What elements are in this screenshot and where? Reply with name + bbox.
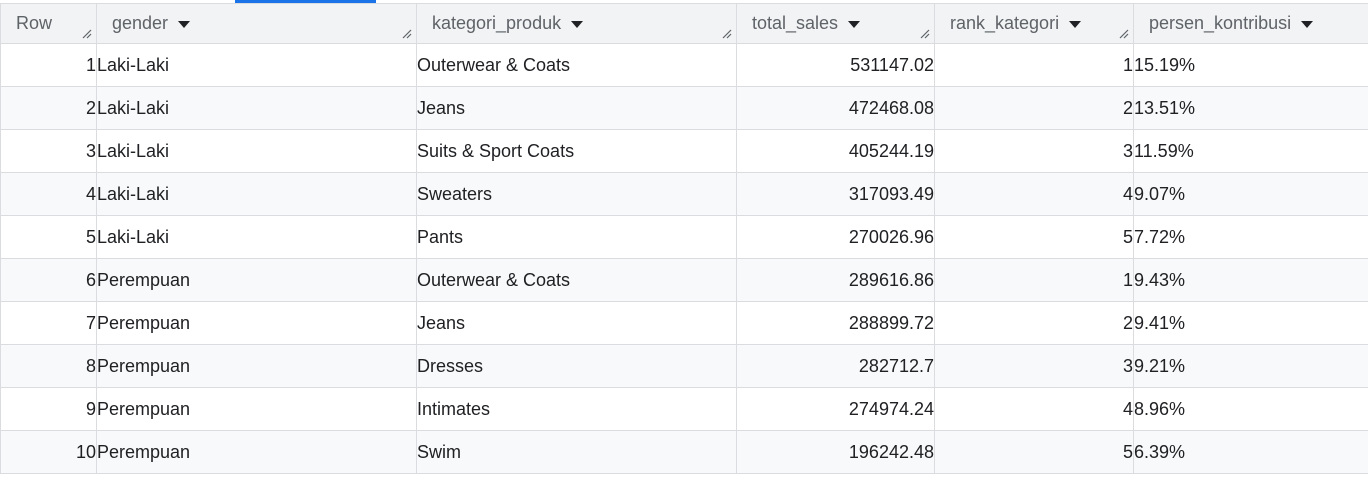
rank-kategori-cell: 1 [934,43,1134,87]
column-resize-icon[interactable] [1117,27,1129,39]
gender-cell: Perempuan [96,344,417,388]
gender-cell: Perempuan [96,387,417,431]
row-number-cell: 7 [0,301,97,345]
kategori-produk-cell: Pants [416,215,737,259]
column-header-kategori-produk[interactable]: kategori_produk [416,3,737,44]
kategori-produk-cell: Jeans [416,86,737,130]
row-number-cell: 6 [0,258,97,302]
rank-kategori-cell: 4 [934,172,1134,216]
header-row: Row gender kategori_produk [0,3,1368,44]
row-number-cell: 4 [0,172,97,216]
row-number-cell: 2 [0,86,97,130]
persen-kontribusi-cell: 15.19% [1133,43,1368,87]
kategori-produk-cell: Swim [416,430,737,474]
kategori-produk-cell: Suits & Sport Coats [416,129,737,173]
persen-kontribusi-cell: 7.72% [1133,215,1368,259]
column-resize-icon[interactable] [918,27,930,39]
gender-cell: Laki-Laki [96,215,417,259]
rank-kategori-cell: 3 [934,344,1134,388]
table-row: 5 Laki-Laki Pants 270026.96 5 7.72% [0,215,1368,259]
table-row: 2 Laki-Laki Jeans 472468.08 2 13.51% [0,86,1368,130]
total-sales-cell: 282712.7 [736,344,935,388]
row-number-cell: 10 [0,430,97,474]
column-resize-icon[interactable] [720,27,732,39]
rank-kategori-cell: 2 [934,86,1134,130]
sort-arrow-icon[interactable] [848,21,861,28]
total-sales-cell: 531147.02 [736,43,935,87]
row-number-cell: 5 [0,215,97,259]
table-row: 8 Perempuan Dresses 282712.7 3 9.21% [0,344,1368,388]
persen-kontribusi-cell: 11.59% [1133,129,1368,173]
sort-arrow-icon[interactable] [1069,21,1082,28]
column-header-persen-kontribusi[interactable]: persen_kontribusi [1133,3,1368,44]
column-header-gender[interactable]: gender [96,3,417,44]
column-header-label: persen_kontribusi [1149,13,1292,33]
rank-kategori-cell: 5 [934,215,1134,259]
row-number-cell: 9 [0,387,97,431]
total-sales-cell: 472468.08 [736,86,935,130]
rank-kategori-cell: 5 [934,430,1134,474]
gender-cell: Perempuan [96,301,417,345]
rank-kategori-cell: 4 [934,387,1134,431]
total-sales-cell: 196242.48 [736,430,935,474]
column-header-rank-kategori[interactable]: rank_kategori [934,3,1134,44]
row-number-cell: 1 [0,43,97,87]
column-header-label: Row [16,13,53,33]
rank-kategori-cell: 2 [934,301,1134,345]
kategori-produk-cell: Outerwear & Coats [416,43,737,87]
total-sales-cell: 317093.49 [736,172,935,216]
total-sales-cell: 405244.19 [736,129,935,173]
table-row: 1 Laki-Laki Outerwear & Coats 531147.02 … [0,43,1368,87]
column-header-label: rank_kategori [950,13,1060,33]
total-sales-cell: 274974.24 [736,387,935,431]
column-header-label: kategori_produk [432,13,562,33]
persen-kontribusi-cell: 9.21% [1133,344,1368,388]
table-row: 4 Laki-Laki Sweaters 317093.49 4 9.07% [0,172,1368,216]
table-row: 6 Perempuan Outerwear & Coats 289616.86 … [0,258,1368,302]
sort-arrow-icon[interactable] [178,21,191,28]
gender-cell: Perempuan [96,258,417,302]
kategori-produk-cell: Sweaters [416,172,737,216]
kategori-produk-cell: Intimates [416,387,737,431]
total-sales-cell: 270026.96 [736,215,935,259]
kategori-produk-cell: Outerwear & Coats [416,258,737,302]
persen-kontribusi-cell: 9.41% [1133,301,1368,345]
total-sales-cell: 289616.86 [736,258,935,302]
rank-kategori-cell: 3 [934,129,1134,173]
gender-cell: Laki-Laki [96,43,417,87]
results-table: Row gender kategori_produk [0,3,1368,474]
column-header-label: total_sales [752,13,839,33]
column-header-total-sales[interactable]: total_sales [736,3,935,44]
kategori-produk-cell: Dresses [416,344,737,388]
sort-arrow-icon[interactable] [1301,21,1314,28]
table-row: 3 Laki-Laki Suits & Sport Coats 405244.1… [0,129,1368,173]
row-number-cell: 8 [0,344,97,388]
persen-kontribusi-cell: 8.96% [1133,387,1368,431]
row-number-cell: 3 [0,129,97,173]
total-sales-cell: 288899.72 [736,301,935,345]
gender-cell: Perempuan [96,430,417,474]
persen-kontribusi-cell: 13.51% [1133,86,1368,130]
gender-cell: Laki-Laki [96,172,417,216]
kategori-produk-cell: Jeans [416,301,737,345]
table-row: 7 Perempuan Jeans 288899.72 2 9.41% [0,301,1368,345]
column-header-row: Row [0,3,97,44]
persen-kontribusi-cell: 9.43% [1133,258,1368,302]
column-header-label: gender [112,13,169,33]
gender-cell: Laki-Laki [96,86,417,130]
column-resize-icon[interactable] [80,27,92,39]
table-row: 9 Perempuan Intimates 274974.24 4 8.96% [0,387,1368,431]
table-row: 10 Perempuan Swim 196242.48 5 6.39% [0,430,1368,474]
column-resize-icon[interactable] [400,27,412,39]
persen-kontribusi-cell: 6.39% [1133,430,1368,474]
persen-kontribusi-cell: 9.07% [1133,172,1368,216]
rank-kategori-cell: 1 [934,258,1134,302]
sort-arrow-icon[interactable] [571,21,584,28]
active-tab-indicator [235,0,376,3]
gender-cell: Laki-Laki [96,129,417,173]
